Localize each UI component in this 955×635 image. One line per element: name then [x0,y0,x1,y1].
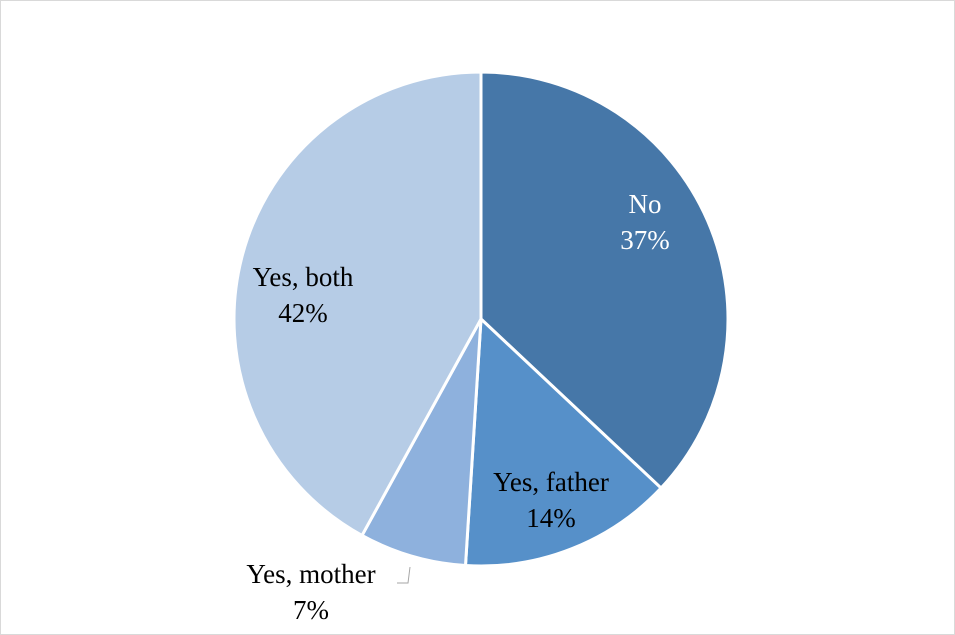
data-label-no: No 37% [620,189,670,255]
data-label-yes-both: Yes, both 42% [253,262,354,328]
leader-line-yes-mother [397,566,411,584]
data-label-yes-father: Yes, father 14% [493,467,609,533]
data-label-yes-mother: Yes, mother 7% [246,559,375,625]
pie-slice-yes-mother [360,317,483,568]
pie-slice-yes-both [232,70,483,537]
pie-slice-yes-father [463,317,663,568]
pie-slice-no [479,70,730,490]
